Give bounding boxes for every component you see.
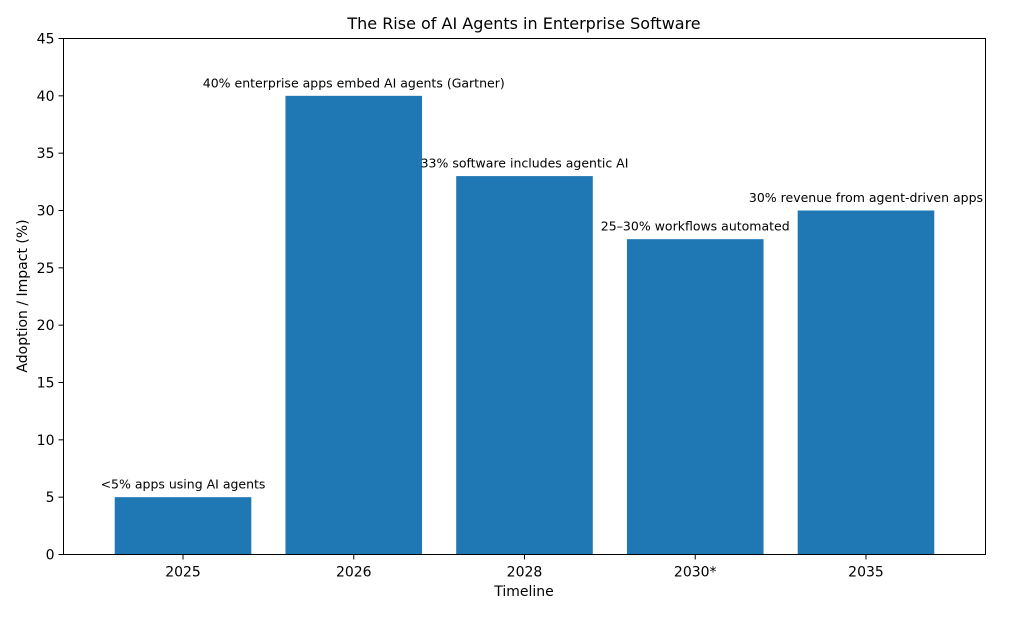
x-axis-label: Timeline — [493, 584, 554, 600]
y-tick-label: 25 — [37, 261, 55, 277]
bar-annotation: <5% apps using AI agents — [101, 477, 266, 492]
bar-annotation: 40% enterprise apps embed AI agents (Gar… — [203, 75, 505, 90]
y-tick-label: 45 — [37, 32, 55, 48]
y-axis-label: Adoption / Impact (%) — [15, 219, 31, 372]
bar-2028 — [456, 176, 593, 555]
x-tick-label: 2028 — [507, 565, 543, 581]
y-tick-label: 5 — [46, 490, 55, 506]
bar-2025 — [114, 497, 252, 555]
y-tick-label: 30 — [37, 204, 55, 220]
plot-area-frame — [63, 38, 986, 555]
x-tick-label: 2025 — [165, 565, 201, 581]
y-tick-label: 15 — [37, 376, 55, 392]
y-tick-label: 20 — [37, 318, 55, 334]
y-tick-label: 35 — [37, 146, 55, 162]
x-tick-label: 2035 — [848, 565, 884, 581]
bar-annotation: 25–30% workflows automated — [601, 219, 790, 234]
x-tick-label: 2030* — [674, 565, 717, 581]
chart-title: The Rise of AI Agents in Enterprise Soft… — [346, 14, 700, 33]
bar-2030* — [626, 239, 764, 555]
x-tick-label: 2026 — [336, 565, 372, 581]
bar-2026 — [285, 95, 423, 555]
y-tick-label: 10 — [37, 433, 55, 449]
y-tick-label: 40 — [37, 89, 55, 105]
y-tick-label: 0 — [46, 548, 55, 564]
bar-annotation: 30% revenue from agent-driven apps — [749, 190, 983, 205]
bar-annotation: 33% software includes agentic AI — [421, 156, 629, 171]
bar-2035 — [797, 210, 935, 555]
